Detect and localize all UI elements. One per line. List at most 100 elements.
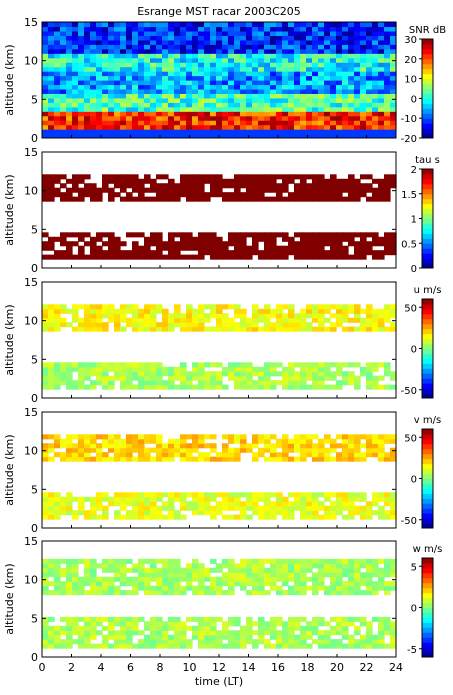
data-cell [342,630,349,636]
data-cell [324,452,331,458]
data-cell [102,88,109,94]
data-cell [336,97,343,103]
data-cell [348,621,355,627]
data-cell [252,317,259,323]
data-cell [162,634,169,640]
data-cell [372,35,379,41]
data-cell [210,111,217,117]
data-cell [384,590,391,596]
data-cell [210,250,217,256]
data-cell [276,452,283,458]
data-cell [48,84,55,90]
data-cell [288,616,295,622]
data-cell [186,80,193,86]
data-cell [108,192,115,198]
x-tick-label: 4 [98,661,105,674]
data-cell [198,183,205,189]
data-cell [234,505,241,511]
data-cell [126,35,133,41]
data-cell [180,514,187,520]
data-cell [312,75,319,81]
data-cell [198,62,205,68]
data-cell [270,625,277,631]
data-cell [282,581,289,587]
data-cell [192,443,199,449]
data-cell [300,236,307,242]
data-cell [282,111,289,117]
data-cell [90,241,97,247]
data-cell [342,456,349,462]
data-cell [96,66,103,72]
data-cell [204,492,211,498]
data-cell [222,443,229,449]
data-cell [168,30,175,36]
data-cell [282,572,289,578]
data-cell [372,434,379,440]
data-cell [132,585,139,591]
data-cell [84,26,91,32]
data-cell [192,434,199,440]
data-cell [60,322,67,328]
data-cell [366,590,373,596]
data-cell [156,232,163,238]
data-cell [90,313,97,319]
data-cell [288,115,295,121]
data-cell [354,88,361,94]
data-cell [144,88,151,94]
data-cell [198,630,205,636]
data-cell [126,384,133,390]
data-cell [192,375,199,381]
data-cell [324,621,331,627]
data-cell [156,97,163,103]
data-cell [366,643,373,649]
data-cell [360,75,367,81]
data-cell [162,572,169,578]
data-cell [54,44,61,50]
data-cell [288,634,295,640]
data-cell [186,304,193,310]
data-cell [360,187,367,193]
data-cell [270,245,277,251]
data-cell [342,39,349,45]
data-cell [186,93,193,99]
data-cell [126,362,133,368]
data-cell [324,115,331,121]
data-cell [336,616,343,622]
data-cell [372,380,379,386]
data-cell [168,576,175,582]
data-cell [102,443,109,449]
data-cell [210,26,217,32]
data-cell [240,53,247,59]
data-cell [234,639,241,645]
data-cell [186,71,193,77]
data-cell [126,22,133,28]
data-cell [354,492,361,498]
data-cell [222,57,229,63]
data-cell [318,326,325,332]
data-cell [348,616,355,622]
data-cell [162,106,169,112]
data-cell [258,438,265,444]
data-cell [318,581,325,587]
data-cell [246,447,253,453]
y-axis-label: altitude (km) [3,174,16,245]
colorbar-segment [422,518,433,524]
data-cell [234,616,241,622]
data-cell [312,434,319,440]
data-cell [222,326,229,332]
data-cell [336,380,343,386]
data-cell [270,183,277,189]
data-cell [318,93,325,99]
data-cell [330,115,337,121]
data-cell [126,452,133,458]
data-cell [318,362,325,368]
data-cell [294,380,301,386]
data-cell [66,456,73,462]
data-cell [300,174,307,180]
data-cell [90,26,97,32]
data-cell [240,80,247,86]
data-cell [102,456,109,462]
data-cell [270,102,277,108]
data-cell [336,563,343,569]
data-cell [210,53,217,59]
